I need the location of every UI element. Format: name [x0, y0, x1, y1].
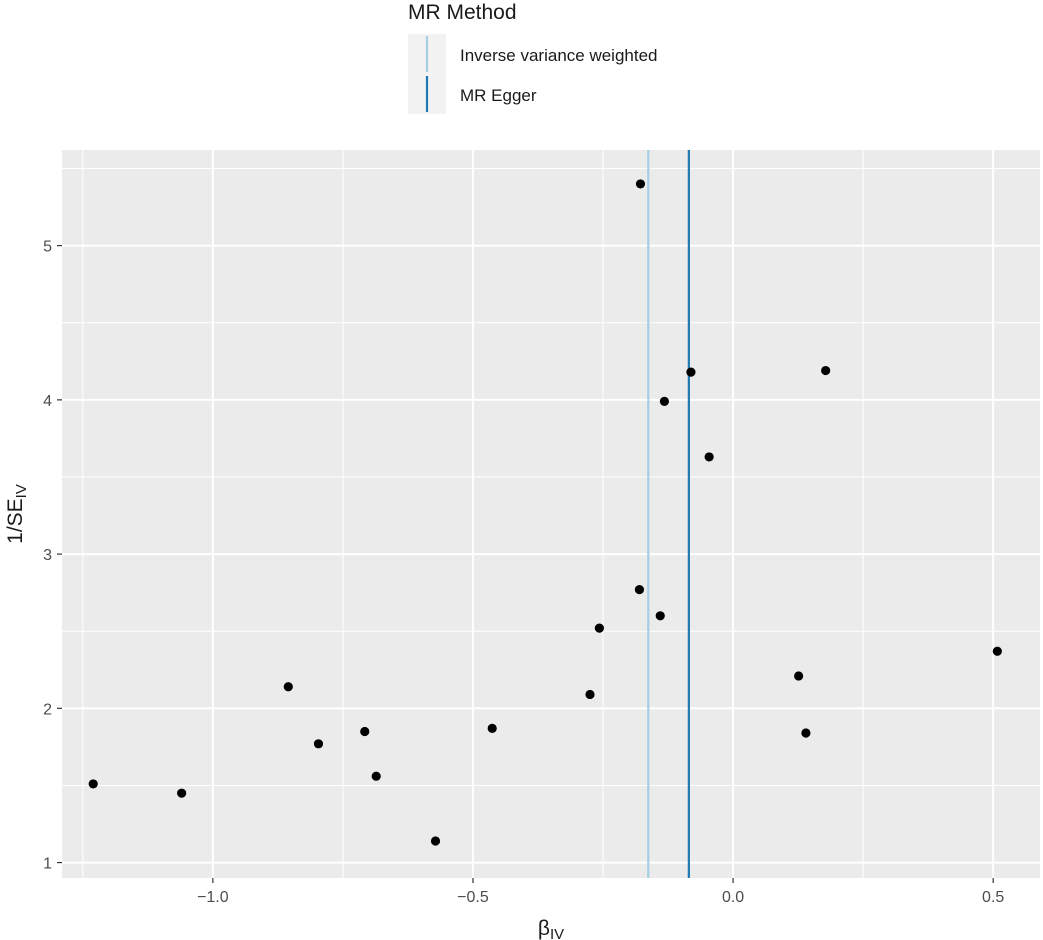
data-point	[704, 452, 714, 462]
data-point	[88, 779, 98, 789]
legend-label-ivw: Inverse variance weighted	[460, 46, 658, 65]
data-point	[635, 179, 646, 189]
y-axis: 1 2 3 4 5	[43, 239, 62, 873]
y-tick-label: 4	[43, 393, 52, 410]
data-point	[794, 671, 804, 681]
x-axis-title-main: β	[538, 917, 550, 940]
legend-title: MR Method	[408, 1, 517, 24]
data-point	[821, 365, 831, 376]
data-point	[659, 396, 670, 407]
method-lines	[647, 150, 690, 878]
y-tick-label: 3	[43, 547, 52, 564]
data-point	[430, 836, 441, 846]
x-tick-label: 0.5	[982, 889, 1004, 906]
data-point	[283, 682, 293, 692]
x-tick-label: −1.0	[197, 889, 229, 906]
x-tick-label: 0.0	[722, 889, 744, 906]
x-axis-title: βIV	[538, 917, 564, 940]
data-point	[177, 788, 187, 798]
data-point	[585, 689, 595, 700]
data-point	[313, 739, 324, 749]
y-tick-label: 5	[43, 239, 52, 256]
minor-gridlines	[62, 150, 1040, 878]
data-points	[88, 179, 1002, 846]
y-tick-label: 1	[43, 856, 52, 873]
data-point	[655, 611, 665, 621]
data-point	[801, 728, 811, 738]
x-axis: −1.0 −0.5 0.0 0.5	[197, 878, 1004, 906]
data-point	[360, 726, 370, 737]
data-point	[594, 623, 604, 633]
x-tick-label: −0.5	[457, 889, 489, 906]
x-axis-title-sub: IV	[550, 926, 564, 940]
legend-label-mr-egger: MR Egger	[460, 86, 537, 105]
data-point	[634, 584, 645, 595]
data-point	[371, 771, 381, 781]
major-gridlines	[62, 150, 1040, 878]
data-point	[686, 367, 696, 377]
data-point	[487, 723, 497, 733]
y-axis-title-main: 1/SE	[4, 498, 27, 544]
data-point	[992, 646, 1002, 656]
y-tick-label: 2	[43, 701, 52, 718]
y-axis-title-sub: IV	[13, 484, 30, 498]
legend: MR Method Inverse variance weighted MR E…	[408, 1, 658, 114]
plot-panel	[62, 150, 1040, 878]
y-axis-title: 1/SEIV	[4, 484, 30, 544]
